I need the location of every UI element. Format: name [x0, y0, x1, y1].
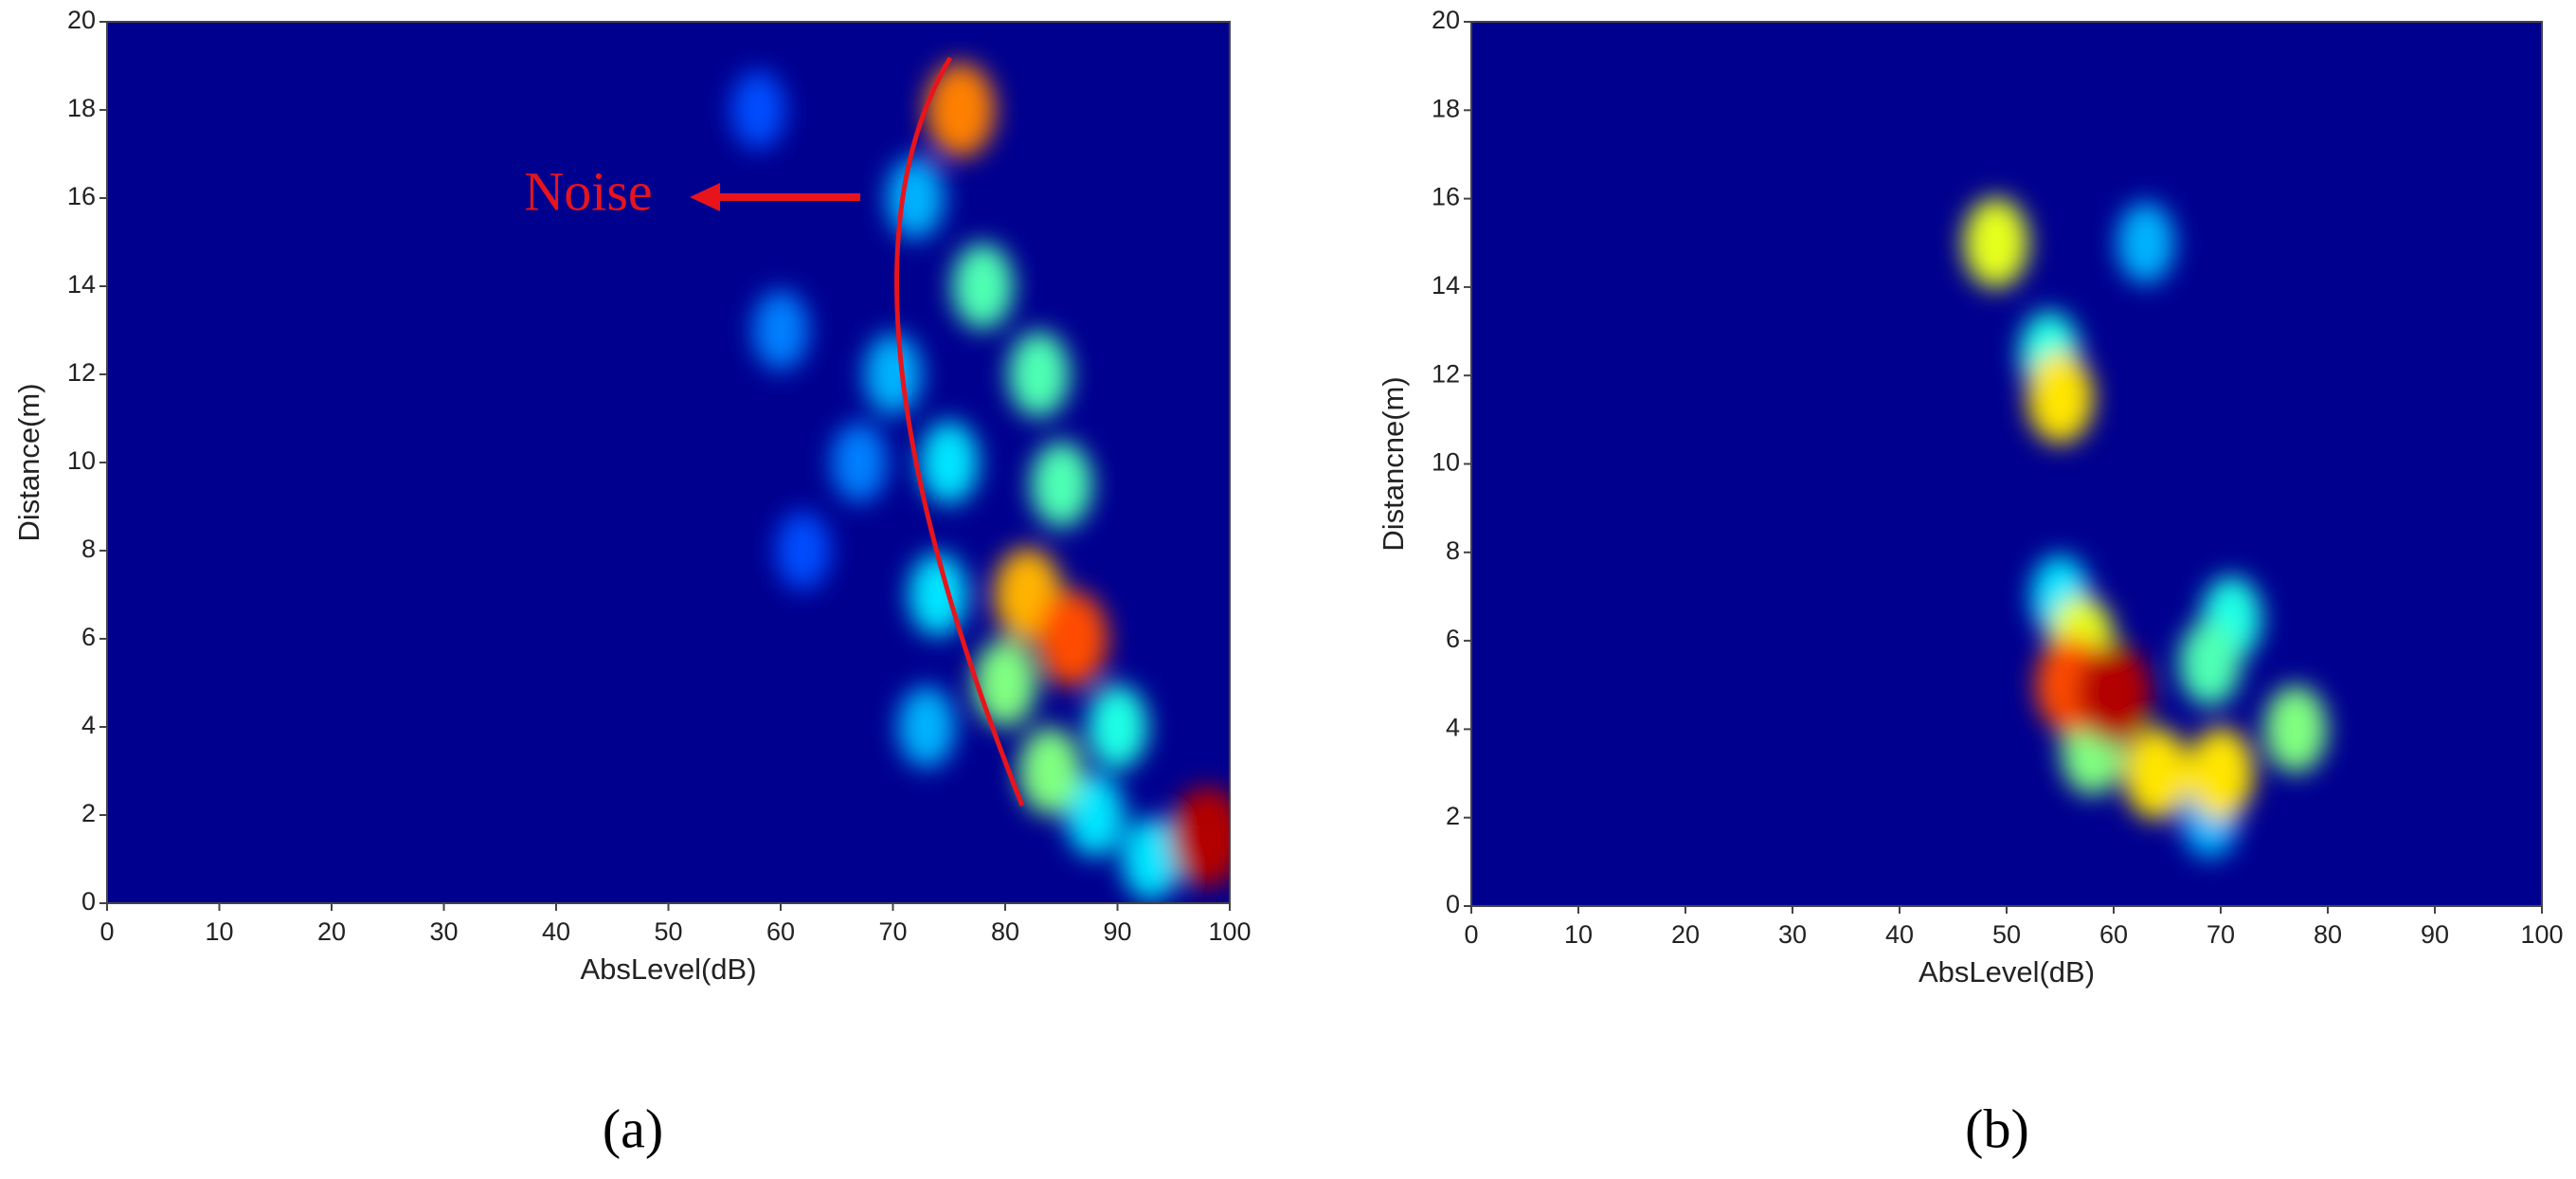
x-axis-title: AbsLevel(dB): [580, 952, 756, 986]
y-tick-label: 6: [81, 623, 96, 651]
y-tick-label: 18: [67, 94, 96, 122]
y-tick-label: 10: [67, 446, 96, 475]
x-tick-label: 40: [542, 917, 570, 946]
heat-spot: [2076, 643, 2152, 745]
heat-spot: [1122, 817, 1180, 901]
y-tick-label: 6: [1446, 625, 1460, 653]
heat-spot: [2123, 727, 2190, 820]
heat-spot: [1963, 197, 2029, 288]
heat-spot: [926, 63, 996, 157]
y-tick-label: 0: [81, 887, 96, 916]
x-tick-label: 30: [1778, 920, 1807, 949]
heat-spot: [2117, 202, 2175, 284]
y-tick-label: 16: [67, 182, 96, 210]
heat-spot: [831, 423, 888, 502]
heat-spot: [1170, 787, 1230, 888]
x-tick-label: 0: [1464, 920, 1478, 949]
y-tick-label: 14: [67, 270, 96, 299]
subfigure-caption: (a): [603, 1097, 663, 1159]
x-tick-label: 10: [205, 917, 233, 946]
heat-spot: [1030, 442, 1092, 528]
x-tick-label: 40: [1885, 920, 1914, 949]
x-axis-title: AbsLevel(dB): [1918, 955, 2095, 989]
y-tick-label: 4: [1446, 714, 1460, 742]
x-tick-label: 20: [1671, 920, 1700, 949]
y-tick-label: 12: [1432, 359, 1460, 388]
heat-spot: [887, 157, 945, 239]
x-tick-label: 10: [1564, 920, 1593, 949]
x-tick-label: 70: [878, 917, 907, 946]
noise-curve: [894, 56, 1025, 807]
x-tick-label: 50: [1992, 920, 2021, 949]
y-tick-label: 8: [1446, 536, 1460, 565]
y-tick-label: 20: [1432, 6, 1460, 34]
heat-spot: [1008, 331, 1070, 418]
heat-spot: [1036, 590, 1108, 687]
noise-arrowhead: [690, 183, 720, 211]
heat-spot: [775, 511, 831, 590]
heat-spot: [864, 334, 922, 415]
y-tick-label: 2: [1446, 802, 1460, 830]
y-tick-label: 20: [67, 6, 96, 34]
x-tick-label: 90: [1103, 917, 1131, 946]
heat-spot: [2027, 352, 2094, 444]
noise-label: Noise: [524, 160, 652, 222]
heat-spot: [2264, 685, 2328, 773]
x-tick-label: 50: [654, 917, 682, 946]
y-tick-label: 16: [1432, 183, 1460, 211]
x-tick-label: 70: [2207, 920, 2235, 949]
x-tick-label: 60: [2099, 920, 2128, 949]
heat-spot: [2187, 727, 2255, 820]
x-tick-label: 80: [991, 917, 1019, 946]
heat-spot: [974, 639, 1036, 727]
x-tick-label: 80: [2314, 920, 2342, 949]
y-tick-label: 10: [1432, 448, 1460, 477]
y-tick-label: 12: [67, 358, 96, 387]
y-tick-label: 2: [81, 799, 96, 827]
y-axis-title: Distance(m): [12, 383, 45, 541]
y-tick-label: 8: [81, 535, 96, 563]
subfigure-caption: (b): [1965, 1097, 2029, 1159]
x-tick-label: 30: [429, 917, 458, 946]
x-tick-label: 100: [1208, 917, 1251, 946]
y-tick-label: 14: [1432, 271, 1460, 299]
heat-spot: [752, 290, 809, 371]
heat-layer: [730, 63, 1230, 901]
x-tick-label: 20: [317, 917, 346, 946]
heat-layer: [1963, 197, 2328, 859]
y-tick-label: 4: [81, 711, 96, 739]
x-tick-label: 0: [99, 917, 114, 946]
heat-spot: [1018, 727, 1082, 815]
x-tick-label: 100: [2520, 920, 2563, 949]
heat-spot: [919, 421, 979, 504]
heat-spot: [1065, 773, 1125, 857]
heat-spot: [730, 70, 786, 150]
y-axis-title: Distancne(m): [1377, 376, 1410, 551]
heat-spot: [897, 686, 956, 768]
heat-spot: [2179, 620, 2241, 706]
plot-background: [1471, 22, 2542, 906]
y-tick-label: 18: [1432, 94, 1460, 122]
heat-spot: [1087, 684, 1148, 770]
x-tick-label: 60: [766, 917, 795, 946]
y-tick-label: 0: [1446, 890, 1460, 918]
heat-spot: [952, 243, 1014, 330]
x-tick-label: 90: [2421, 920, 2449, 949]
